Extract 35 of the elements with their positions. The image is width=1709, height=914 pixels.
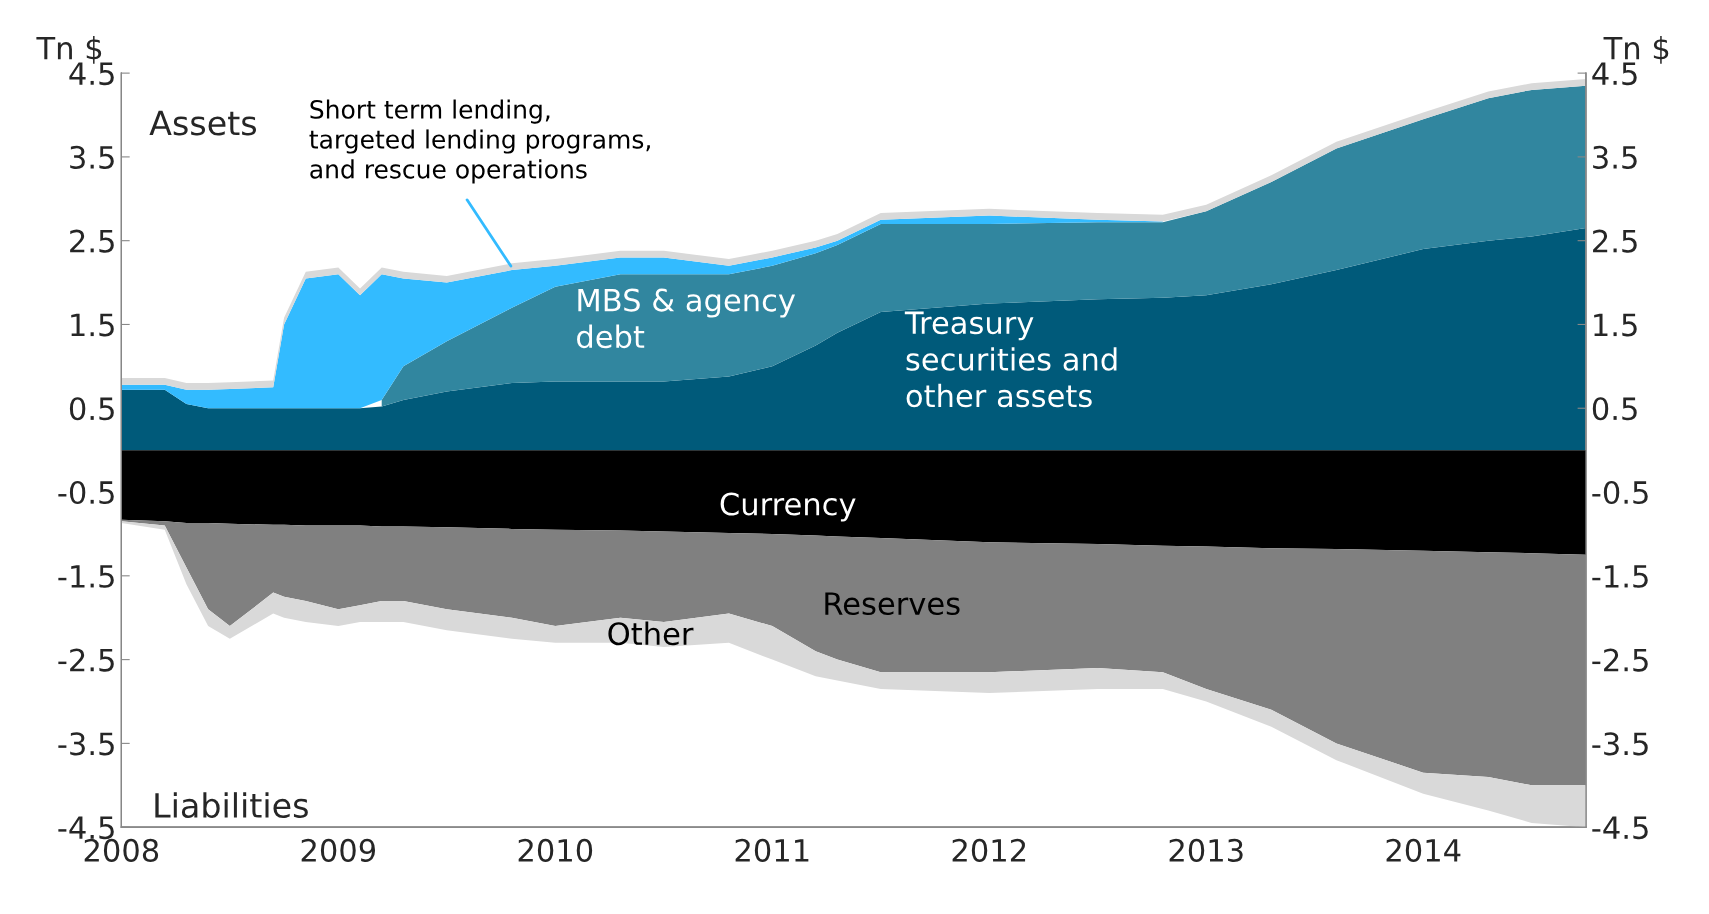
x-tick-label: 2011 [735, 838, 809, 862]
x-tick-label: 2012 [952, 838, 1026, 862]
text: Short term lending, targeted lending programs, and rescue operations [309, 99, 650, 184]
y-tick-label: 3.5 [70, 145, 114, 169]
y-tick-label: -4.5 [58, 816, 114, 840]
series-label: Currency [720, 492, 856, 522]
series-label: Other [608, 621, 694, 646]
series-label: MBS & agency debt [577, 288, 796, 349]
series-label: Treasury securities and other assets [904, 311, 1117, 408]
y2-tick-label: 1.5 [1594, 313, 1637, 337]
y-tick-label: 2.5 [70, 229, 114, 253]
y-tick-label: 4.5 [69, 62, 114, 86]
annotation: Assets [149, 110, 257, 136]
x-tick-label: 2008 [84, 838, 159, 862]
y2-tick-label: 0.5 [1592, 397, 1637, 421]
y2-tick-label: -4.5 [1592, 816, 1648, 840]
y2-tick-label: 4.5 [1592, 62, 1637, 86]
y-tick-label: 0.5 [69, 397, 114, 421]
y-tick-label: 1.5 [71, 313, 114, 337]
y2-tick-label: -1.5 [1592, 565, 1648, 588]
y2-tick-label: -0.5 [1592, 480, 1648, 505]
y2-tick-label: -2.5 [1592, 648, 1648, 672]
x-tick-label: 2009 [301, 838, 376, 862]
series-label: Reserves [825, 592, 960, 616]
y-tick-label: -0.5 [58, 480, 114, 505]
x-tick-label: 2010 [518, 838, 593, 862]
y-tick-label: -3.5 [58, 732, 114, 756]
y-tick-label: -2.5 [58, 648, 114, 672]
y2-tick-label: 2.5 [1593, 229, 1637, 253]
annotation: Liabilities [155, 792, 308, 818]
x-tick-label: 2013 [1169, 838, 1243, 862]
y2-tick-label: 3.5 [1593, 145, 1637, 169]
x-tick-label: 2014 [1386, 838, 1461, 862]
y2-tick-label: -3.5 [1592, 732, 1648, 756]
y-tick-label: -1.5 [58, 565, 114, 588]
